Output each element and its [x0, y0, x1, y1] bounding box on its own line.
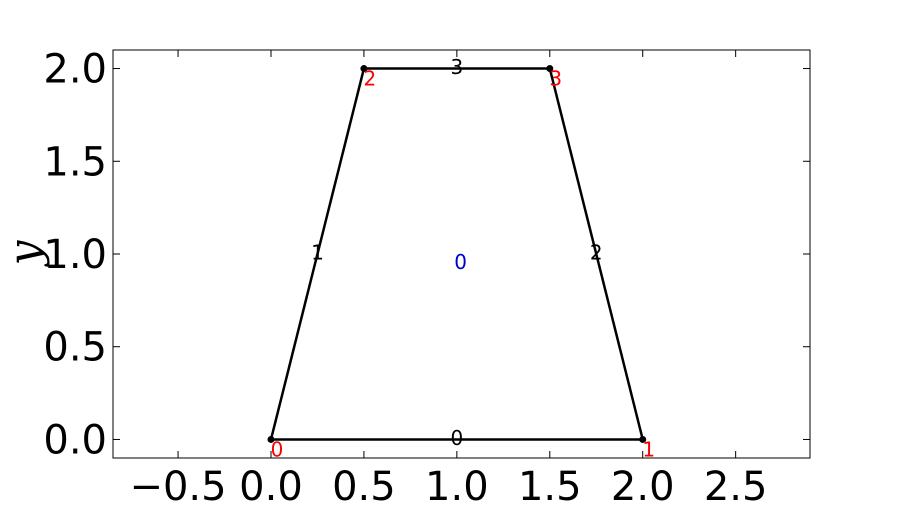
x-tick-label: 2.0: [611, 464, 675, 509]
x-tick-label: 1.5: [518, 464, 582, 509]
mesh-node: [360, 65, 368, 73]
edge-label: 0: [450, 426, 463, 450]
x-tick-label: −0.5: [129, 464, 226, 509]
mesh-node: [267, 435, 275, 443]
x-tick-label: 0.0: [239, 464, 303, 509]
x-tick-label: 2.5: [704, 464, 768, 509]
node-label: 3: [549, 67, 562, 91]
x-tick-label: 1.0: [425, 464, 489, 509]
mesh-node: [546, 65, 554, 73]
axis-ticks: −0.5 0.0 0.5 1.0 1.5 2.0 2.5 0.0 0.5 1.0 1.5 2.0: [43, 47, 810, 509]
y-tick-label: 0.0: [43, 417, 107, 463]
element-label: 0: [454, 250, 467, 274]
mesh-edges: [269, 67, 644, 441]
y-tick-label: 1.0: [43, 232, 107, 278]
mesh-edge: [269, 68, 366, 440]
edge-label: 1: [311, 241, 324, 265]
edge-label: 3: [450, 55, 463, 79]
edge-label: 2: [590, 241, 603, 265]
node-label: 1: [642, 437, 655, 461]
y-tick-label: 2.0: [43, 47, 107, 93]
node-label: 0: [271, 437, 284, 461]
x-tick-label: 0.5: [332, 464, 396, 509]
y-tick-label: 1.5: [43, 139, 107, 185]
mesh-nodes: [267, 65, 647, 443]
y-axis-label: y: [0, 239, 51, 267]
mesh-node: [639, 435, 647, 443]
mesh-edge: [548, 68, 644, 440]
node-label: 2: [364, 67, 377, 91]
mesh-labels: 0 1 2 3 0 1 2 3 0: [271, 55, 655, 461]
y-tick-label: 0.5: [43, 325, 107, 371]
